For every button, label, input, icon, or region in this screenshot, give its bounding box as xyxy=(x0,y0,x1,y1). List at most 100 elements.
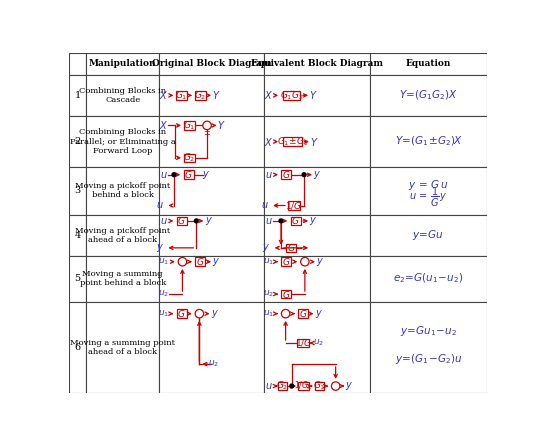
Bar xyxy=(86,167,159,215)
Text: $Y$: $Y$ xyxy=(212,89,220,101)
Text: Manipulation: Manipulation xyxy=(89,59,156,69)
Text: $G_1$: $G_1$ xyxy=(175,89,188,102)
Bar xyxy=(288,201,300,210)
Text: $u_2$: $u_2$ xyxy=(263,289,274,299)
Bar xyxy=(176,217,187,225)
Bar xyxy=(264,75,370,116)
Text: $y\!=\!Gu$: $y\!=\!Gu$ xyxy=(413,228,444,242)
Text: $u_1$: $u_1$ xyxy=(159,256,169,267)
Text: $u_1$: $u_1$ xyxy=(263,256,274,267)
Text: $G_1$: $G_1$ xyxy=(183,119,195,132)
Text: $y$: $y$ xyxy=(314,308,323,320)
Bar xyxy=(298,382,309,390)
Text: $u\,=\,\dfrac{1}{G}y$: $u\,=\,\dfrac{1}{G}y$ xyxy=(409,186,447,210)
Bar xyxy=(184,171,194,179)
Bar xyxy=(159,75,264,116)
Text: 4: 4 xyxy=(74,231,81,240)
Text: $u_1$: $u_1$ xyxy=(159,309,169,319)
Circle shape xyxy=(195,309,204,318)
Text: $u$: $u$ xyxy=(265,381,273,391)
Text: 5: 5 xyxy=(74,274,81,283)
Text: $Y$: $Y$ xyxy=(217,119,226,131)
Text: $y\!=\!Gu_1\!-\!u_2$: $y\!=\!Gu_1\!-\!u_2$ xyxy=(400,324,457,338)
Bar xyxy=(70,167,86,215)
Text: $y$: $y$ xyxy=(313,169,321,181)
Text: $\pm$: $\pm$ xyxy=(203,127,211,137)
Text: $u_1$: $u_1$ xyxy=(263,309,274,319)
Text: 1: 1 xyxy=(74,91,81,100)
Circle shape xyxy=(290,384,294,388)
Text: Moving a pickoff point
ahead of a block: Moving a pickoff point ahead of a block xyxy=(75,227,171,244)
Bar xyxy=(283,91,300,99)
Circle shape xyxy=(331,382,340,390)
Bar xyxy=(86,53,159,75)
Text: $X$: $X$ xyxy=(159,89,168,101)
Circle shape xyxy=(302,173,306,177)
Bar xyxy=(70,116,86,167)
Text: $y$: $y$ xyxy=(212,256,220,268)
Text: $y\,=\,G\,u$: $y\,=\,G\,u$ xyxy=(408,178,449,192)
Text: 3: 3 xyxy=(74,187,81,195)
Bar xyxy=(184,121,195,130)
Text: $u$: $u$ xyxy=(160,170,168,180)
Text: $Y$: $Y$ xyxy=(310,136,318,148)
Circle shape xyxy=(178,258,187,266)
Bar xyxy=(195,258,205,266)
Text: $y$: $y$ xyxy=(262,242,270,254)
Text: $G_2$: $G_2$ xyxy=(194,89,206,102)
Text: $Y\!=\!(G_1\!\pm\!G_2)X$: $Y\!=\!(G_1\!\pm\!G_2)X$ xyxy=(395,135,462,149)
Bar xyxy=(264,215,370,255)
Text: Moving a pickoff point
behind a block: Moving a pickoff point behind a block xyxy=(75,182,171,199)
Bar xyxy=(281,290,292,298)
Text: $G_1$: $G_1$ xyxy=(313,380,326,392)
Bar xyxy=(298,309,308,318)
Circle shape xyxy=(203,121,211,130)
Bar xyxy=(176,91,187,99)
Text: $G_2$: $G_2$ xyxy=(183,152,195,164)
Bar xyxy=(159,116,264,167)
Text: 2: 2 xyxy=(74,137,81,146)
Text: $G$: $G$ xyxy=(282,256,291,267)
Bar xyxy=(286,244,296,252)
Text: $u_2$: $u_2$ xyxy=(207,359,219,370)
Bar xyxy=(297,339,310,347)
Text: $y$: $y$ xyxy=(205,215,213,227)
Text: $u$: $u$ xyxy=(156,201,164,210)
Bar xyxy=(159,215,264,255)
Bar xyxy=(370,167,488,215)
Text: $y$: $y$ xyxy=(211,308,219,320)
Text: $G$: $G$ xyxy=(287,242,295,253)
Text: $G$: $G$ xyxy=(282,169,291,180)
Text: $X$: $X$ xyxy=(264,136,273,148)
Text: $G$: $G$ xyxy=(282,289,291,300)
Text: $u$: $u$ xyxy=(265,170,273,180)
Bar xyxy=(70,75,86,116)
Text: $u$: $u$ xyxy=(261,201,269,210)
Bar xyxy=(159,255,264,302)
Text: Moving a summing point
ahead of a block: Moving a summing point ahead of a block xyxy=(70,339,175,356)
Text: Combining Blocks in
Cascade: Combining Blocks in Cascade xyxy=(79,87,166,104)
Text: $G$: $G$ xyxy=(178,308,186,319)
Text: $y$: $y$ xyxy=(316,256,324,268)
Bar xyxy=(86,215,159,255)
Bar xyxy=(184,153,195,162)
Bar xyxy=(195,91,205,99)
Text: $G$: $G$ xyxy=(299,308,307,319)
Text: $u$: $u$ xyxy=(160,216,168,226)
Bar xyxy=(86,116,159,167)
Text: $Y$: $Y$ xyxy=(309,89,318,101)
Text: $G$: $G$ xyxy=(196,256,204,267)
Text: $X$: $X$ xyxy=(159,119,168,131)
Text: 6: 6 xyxy=(74,343,81,352)
Bar xyxy=(159,302,264,393)
Bar xyxy=(370,116,488,167)
Bar xyxy=(70,255,86,302)
Bar xyxy=(264,302,370,393)
Text: Equivalent Block Diagram: Equivalent Block Diagram xyxy=(251,59,383,69)
Text: $1/G$: $1/G$ xyxy=(286,200,302,211)
Circle shape xyxy=(301,258,309,266)
Text: $e_2\!=\!G(u_1\!-\!u_2)$: $e_2\!=\!G(u_1\!-\!u_2)$ xyxy=(393,272,464,286)
Bar xyxy=(291,217,301,225)
Bar xyxy=(264,255,370,302)
Text: Equation: Equation xyxy=(406,59,451,69)
